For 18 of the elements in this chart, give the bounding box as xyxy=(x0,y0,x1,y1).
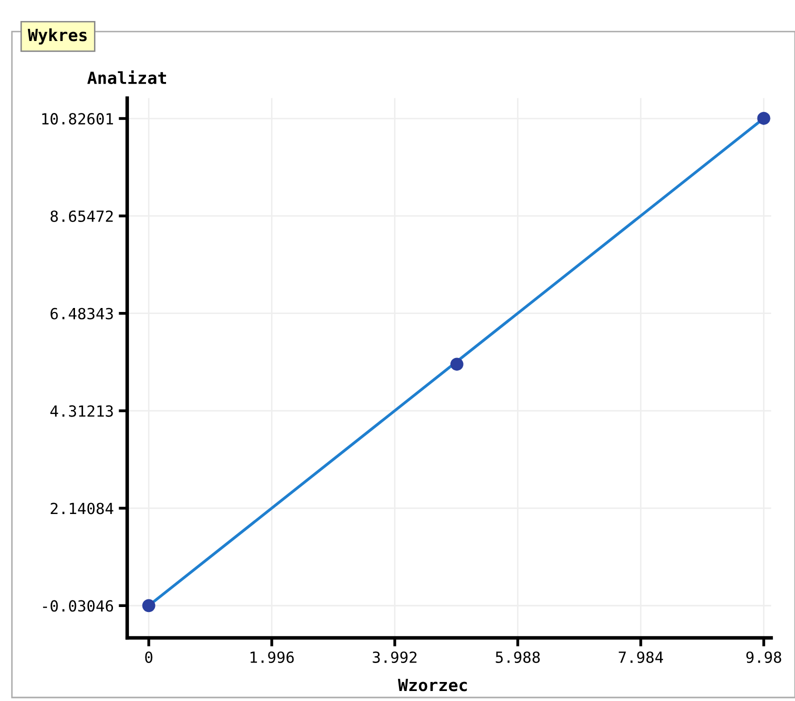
x-axis-title: Wzorzec xyxy=(398,678,467,692)
x-tick-label: 3.992 xyxy=(372,651,416,664)
chart-title: Wykres xyxy=(28,28,87,44)
x-tick-label: 7.984 xyxy=(618,651,664,664)
y-tick-label: 10.82601 xyxy=(42,113,113,125)
x-tick-label: 9.98 xyxy=(746,651,782,664)
y-tick-label: 6.48343 xyxy=(50,308,113,320)
point xyxy=(450,358,464,371)
x-tick-label: 1.996 xyxy=(250,651,294,664)
y-tick-label: 2.14084 xyxy=(50,502,114,514)
y-tick-label: -0.03046 xyxy=(43,600,114,612)
x-tick-label: 5.988 xyxy=(496,651,540,664)
x-tick-label: 0 xyxy=(145,651,152,664)
y-axis-title: Analizat xyxy=(87,70,166,84)
y-tick-label: 8.65472 xyxy=(50,210,113,222)
point xyxy=(757,112,770,125)
y-tick-label: 4.31213 xyxy=(50,405,113,417)
point xyxy=(142,599,156,612)
